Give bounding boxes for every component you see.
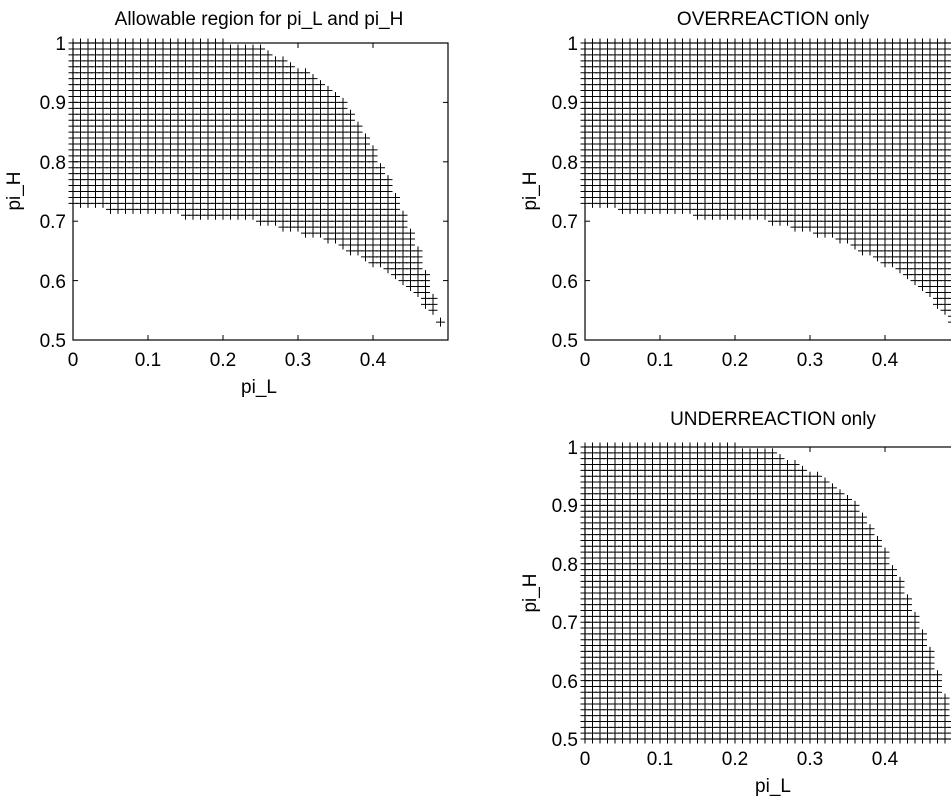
x-tick-label: 0.4 [360,350,387,371]
plus-marker [346,109,355,119]
y-tick-label: 0.7 [552,212,578,233]
plus-marker [301,68,310,78]
plus-marker [820,477,830,487]
y-axis-label: pi_H [520,171,541,210]
x-tick-label: 0.3 [285,350,311,371]
plus-marker [428,293,438,303]
plus-marker [256,44,265,54]
x-axis-label: pi_L [241,377,277,398]
plus-marker [828,483,837,493]
scatter-markers [68,38,445,327]
x-tick-labels: 0 0.1 0.2 0.3 0.4 [580,350,899,371]
plus-marker [338,97,348,107]
plus-marker [353,121,363,131]
x-tick-label: 0.4 [872,350,899,371]
plus-marker [873,535,882,545]
plus-marker [323,86,333,96]
chart-title: OVERREACTION only [677,9,870,30]
plus-marker [398,210,408,220]
plus-marker [798,465,807,475]
y-tick-label: 0.5 [552,331,578,352]
plot-frame [72,42,449,341]
plus-marker [331,91,340,101]
x-tick-labels: 0 0.1 0.2 0.3 0.4 [68,350,387,371]
y-axis-label: pi_H [4,171,25,210]
plus-marker [413,246,423,256]
y-tick-label: 1 [55,34,66,55]
y-tick-label: 0.8 [552,153,578,174]
chart-title: Allowable region for pi_L and pi_H [115,9,404,30]
plus-marker [368,145,378,155]
plus-marker [263,50,273,60]
y-tick-label: 0.6 [40,272,66,293]
plus-marker [436,317,445,327]
scatter-markers [580,38,951,323]
chart-underreaction-only: UNDERREACTION only 0 0.1 0.2 0.3 0.4 0.5… [520,409,951,797]
plus-marker [835,489,845,499]
x-tick-label: 0.2 [722,350,748,371]
chart-overreaction-only: OVERREACTION only 0 0.1 0.2 0.3 0.4 0.5 … [520,9,951,371]
plus-marker [790,460,800,470]
plus-marker [421,270,430,280]
plus-marker [843,495,852,505]
chart-title: UNDERREACTION only [670,409,876,430]
plus-marker [316,80,325,90]
axis-ticks [72,42,448,341]
plus-marker [888,565,897,575]
x-tick-label: 0 [580,350,591,371]
y-tick-label: 0.7 [40,212,66,233]
y-tick-label: 0.9 [552,93,578,114]
y-tick-labels: 0.5 0.6 0.7 0.8 0.9 1 [552,34,578,352]
plus-marker [406,228,415,238]
plus-marker [768,448,777,458]
y-tick-labels: 0.5 0.6 0.7 0.8 0.9 1 [40,34,66,352]
plus-marker [880,547,890,557]
x-tick-label: 0.1 [135,350,161,371]
plus-marker [376,163,385,173]
x-tick-label: 0.2 [210,350,236,371]
plus-marker [278,56,288,66]
scatter-markers [580,442,951,744]
x-tick-label: 0.3 [797,350,823,371]
plus-marker [813,471,822,481]
y-tick-label: 1 [567,34,578,55]
plus-marker [850,500,860,510]
plus-marker [858,512,867,522]
plus-marker [865,524,875,534]
chart-allowable-region: Allowable region for pi_L and pi_H 0 0.1… [4,9,449,398]
plus-marker [895,576,905,586]
y-tick-label: 0.6 [552,272,578,293]
y-tick-label: 0.5 [40,331,66,352]
x-tick-label: 0.1 [647,350,673,371]
x-tick-label: 0 [68,350,79,371]
plus-marker [383,175,393,185]
y-tick-label: 0.9 [40,93,66,114]
plus-marker [308,74,318,84]
y-tick-label: 0.8 [40,153,66,174]
plus-marker [361,133,370,143]
plus-marker [286,62,295,72]
plus-marker [391,192,400,202]
plus-marker [775,454,785,464]
